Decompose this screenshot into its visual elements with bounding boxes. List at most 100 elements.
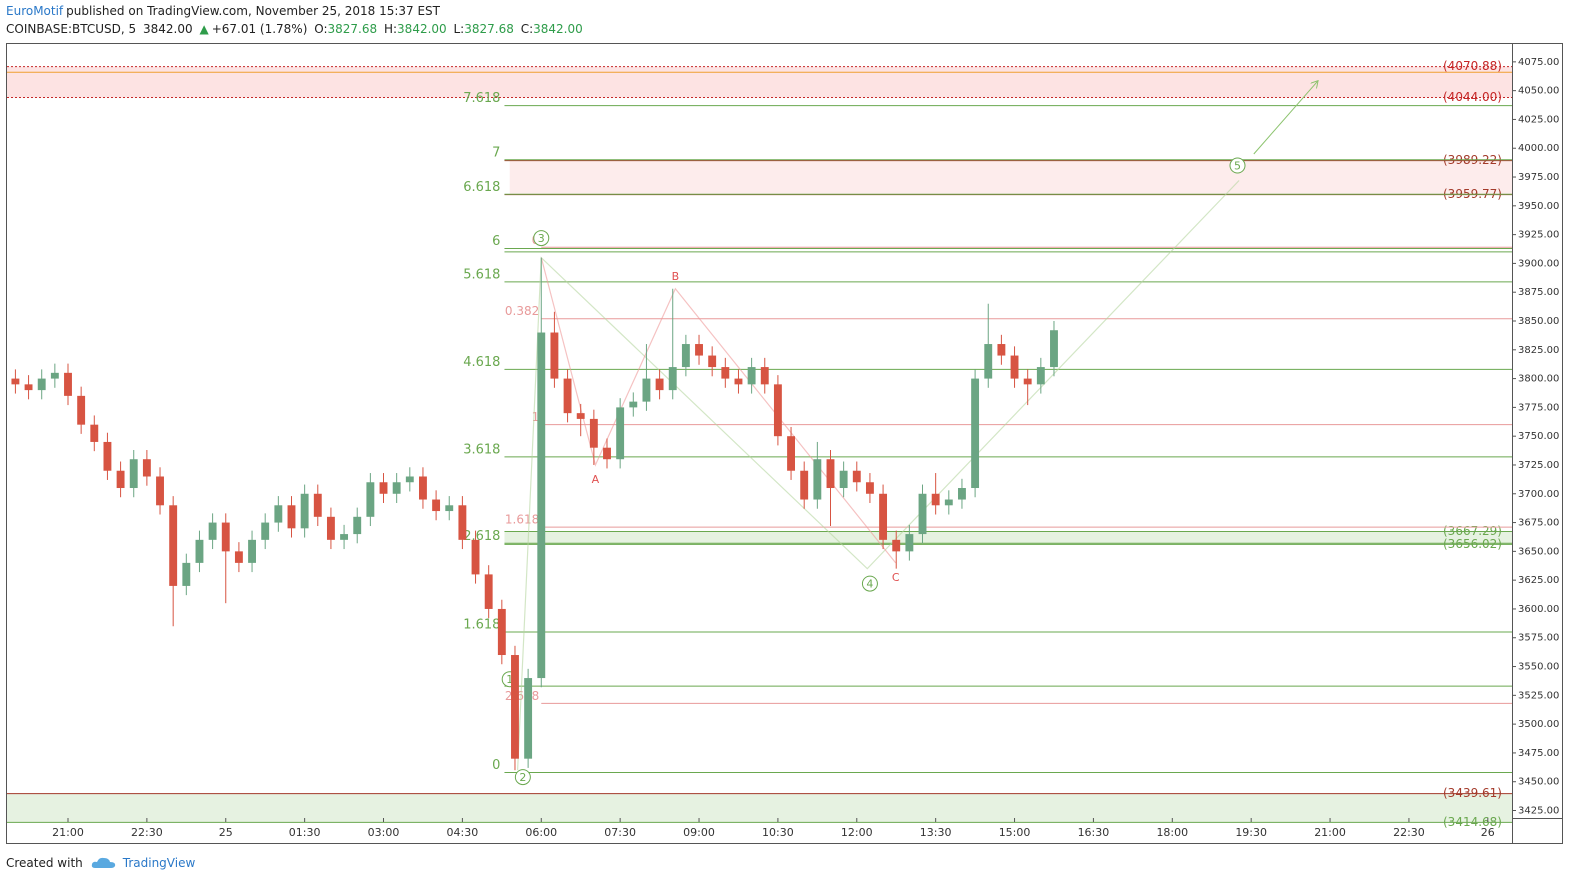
price-level-label: (4044.00) <box>1443 90 1502 104</box>
candle-body <box>471 539 480 575</box>
candle-body <box>129 459 138 489</box>
x-tick-label: 12:00 <box>841 826 873 839</box>
fib-ratio: 5.618 <box>463 267 500 282</box>
candle-body <box>1010 355 1019 379</box>
abc-label: A <box>592 473 600 486</box>
x-tick-label: 21:00 <box>1314 826 1346 839</box>
created-with: Created with <box>6 856 83 870</box>
candle-body <box>1036 367 1045 385</box>
y-tick-label: 3875.00 <box>1518 287 1559 298</box>
ohlc-key: O: <box>314 22 328 36</box>
candle-body <box>839 470 848 489</box>
candle-body <box>773 384 782 437</box>
x-tick-label: 07:30 <box>604 826 636 839</box>
candle-body <box>800 470 809 500</box>
x-tick-label: 18:00 <box>1156 826 1188 839</box>
x-tick-label: 09:00 <box>683 826 715 839</box>
ohlc-value: 3827.68 <box>327 22 378 36</box>
y-tick-label: 3475.00 <box>1518 748 1559 759</box>
candle-body <box>511 655 519 759</box>
footer: Created with TradingView <box>6 856 195 870</box>
candle-body <box>944 499 953 506</box>
x-tick-label: 16:30 <box>1078 826 1110 839</box>
candle-body <box>445 505 454 512</box>
symbol-line: COINBASE:BTCUSD, 5 3842.00 ▲ +67.01 (1.78… <box>6 22 586 36</box>
wave-circle <box>861 575 878 592</box>
candle-body <box>892 539 901 552</box>
y-tick-label: 3500.00 <box>1518 719 1559 730</box>
fib-ratio: 7 <box>492 145 500 160</box>
y-tick-label: 4075.00 <box>1518 57 1559 68</box>
candle-body <box>734 378 743 385</box>
y-tick-label: 3825.00 <box>1518 345 1559 356</box>
y-tick-label: 3975.00 <box>1518 172 1559 183</box>
candle-body <box>760 367 769 385</box>
candle-body <box>458 505 467 540</box>
fib-ratio: 0.382 <box>505 304 539 318</box>
logo <box>91 857 115 868</box>
wave-label: 1 <box>506 673 513 686</box>
abc-path <box>540 257 897 564</box>
price-zone <box>509 160 1512 195</box>
wave-label: 2 <box>519 771 526 784</box>
candle-body <box>550 332 559 379</box>
x-tick-label: 10:30 <box>762 826 794 839</box>
author[interactable]: EuroMotif <box>6 4 64 18</box>
ohlc-key: C: <box>520 22 534 36</box>
y-tick-label: 3925.00 <box>1518 230 1559 241</box>
candle-body <box>50 372 59 379</box>
candle-body <box>366 482 375 517</box>
y-tick-label: 3550.00 <box>1518 662 1559 673</box>
candle-body <box>642 378 651 402</box>
published: published on TradingView.com, November 2… <box>66 4 441 18</box>
y-tick-label: 3625.00 <box>1518 575 1559 586</box>
brand[interactable]: TradingView <box>122 856 196 870</box>
ohlc-value: 3842.00 <box>533 22 583 36</box>
candle-body <box>563 378 572 414</box>
candle-body <box>865 482 874 494</box>
candle-body <box>931 493 940 506</box>
wave-circle <box>514 769 531 786</box>
candle-body <box>419 476 427 500</box>
candle-body <box>116 470 125 489</box>
wave-path <box>517 180 1240 771</box>
y-tick-label: 3450.00 <box>1518 777 1559 788</box>
ohlc-value: 3827.68 <box>464 22 514 36</box>
y-tick-label: 3800.00 <box>1518 374 1559 385</box>
y-tick-label: 3900.00 <box>1518 258 1559 269</box>
candle-body <box>708 355 717 368</box>
y-tick-label: 3725.00 <box>1518 460 1559 471</box>
fib-ratio: 2.618 <box>505 689 539 703</box>
candle-body <box>537 332 546 679</box>
candle-body <box>261 522 270 540</box>
candle-body <box>340 534 349 540</box>
fib-ratio: 4.618 <box>463 355 500 370</box>
x-tick-label: 06:00 <box>525 826 557 839</box>
candle-body <box>681 344 690 368</box>
wave-circle <box>533 230 550 247</box>
candle-body <box>169 505 178 586</box>
header-line: EuroMotif published on TradingView.com, N… <box>6 4 443 18</box>
candle-body <box>326 516 335 540</box>
y-tick-label: 3775.00 <box>1518 402 1559 413</box>
candle-body <box>142 459 151 477</box>
candle-body <box>695 344 703 356</box>
wave-label: 3 <box>538 232 545 245</box>
candle-body <box>879 493 888 540</box>
x-tick-label: 03:00 <box>368 826 400 839</box>
y-tick-label: 3650.00 <box>1518 546 1559 557</box>
candle-body <box>353 516 362 535</box>
candle-body <box>195 539 204 563</box>
candle-body <box>747 367 756 385</box>
wave-label: 4 <box>866 578 873 591</box>
fib-ratio: 6 <box>492 234 500 249</box>
candle-body <box>958 488 966 500</box>
candle-body <box>984 344 993 379</box>
candle-body <box>208 522 217 540</box>
x-tick-label: 21:00 <box>52 826 84 839</box>
fib-ratio: 3.618 <box>463 442 500 457</box>
candle-body <box>1050 330 1058 368</box>
candle-body <box>826 459 835 489</box>
symbol: COINBASE:BTCUSD, 5 <box>6 22 137 36</box>
fib-ratio: 7.618 <box>463 91 500 106</box>
